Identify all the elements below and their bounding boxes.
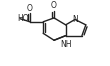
Text: O: O [26,4,32,13]
Text: N: N [72,15,78,24]
Text: HO: HO [18,14,29,23]
Text: O: O [51,1,57,10]
Text: NH: NH [60,40,71,49]
